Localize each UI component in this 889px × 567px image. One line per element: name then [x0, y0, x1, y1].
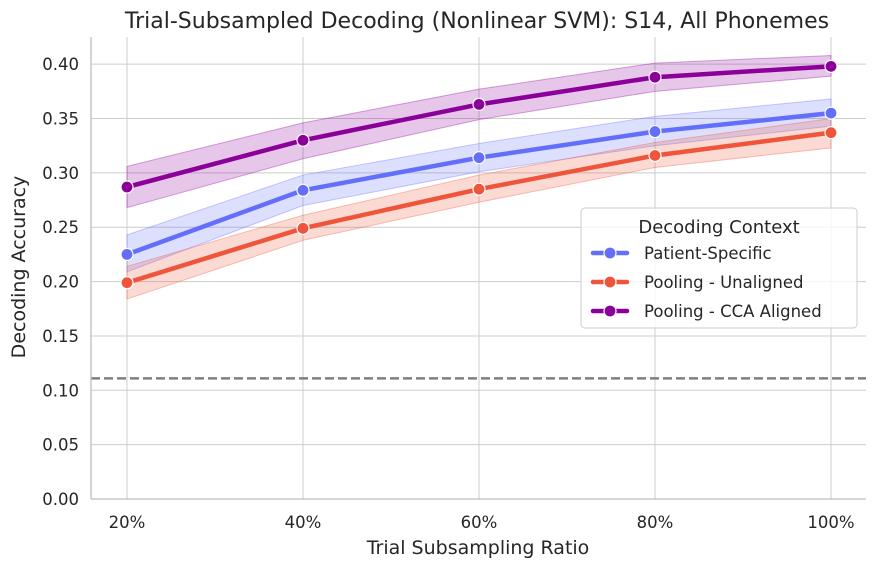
data-point: [120, 180, 134, 194]
x-tick-label: 100%: [807, 513, 854, 532]
y-tick-label: 0.25: [42, 218, 79, 237]
legend-title: Decoding Context: [638, 217, 799, 238]
x-axis-label: Trial Subsampling Ratio: [366, 537, 590, 559]
legend-swatch-marker: [603, 304, 617, 318]
y-tick-label: 0.20: [42, 273, 79, 292]
legend-label: Pooling - Unaligned: [644, 273, 803, 292]
chart-title: Trial-Subsampled Decoding (Nonlinear SVM…: [124, 9, 829, 34]
y-tick-label: 0.10: [42, 381, 79, 400]
x-tick-label: 20%: [109, 513, 146, 532]
legend: Decoding Context Patient-Specific Pooling…: [580, 207, 858, 329]
data-point: [296, 183, 310, 197]
x-tick-label: 60%: [461, 513, 498, 532]
data-point: [648, 124, 662, 139]
data-point: [472, 182, 486, 196]
legend-items: Patient-Specific Pooling - Unaligned Pooli…: [590, 244, 822, 321]
data-point: [824, 106, 838, 120]
confidence-band: [126, 117, 832, 300]
legend-label: Pooling - CCA Aligned: [644, 302, 822, 321]
data-point: [296, 133, 310, 147]
data-point: [648, 70, 662, 84]
y-tick-label: 0.35: [42, 110, 79, 129]
y-axis-label: Decoding Accuracy: [8, 176, 30, 359]
legend-swatch-marker: [603, 275, 617, 289]
data-point: [120, 276, 134, 290]
y-tick-label: 0.15: [42, 327, 79, 346]
x-tick-label: 40%: [285, 513, 322, 532]
data-point: [824, 59, 838, 73]
legend-frame: [580, 207, 858, 329]
y-tick-label: 0.30: [42, 164, 79, 183]
y-tick-label: 0.40: [42, 55, 79, 74]
y-tick-label: 0.00: [42, 490, 79, 509]
legend-swatch-marker: [603, 246, 617, 260]
data-point: [120, 247, 134, 262]
data-point: [824, 126, 838, 140]
series-lines: [120, 59, 838, 290]
data-point: [472, 97, 486, 111]
tick-labels: 0.00 0.05 0.10 0.15 0.20 0.25 0.30 0.35 0.40 20% 4…: [42, 55, 854, 532]
data-point: [472, 151, 486, 165]
x-tick-label: 80%: [637, 513, 674, 532]
data-point: [296, 221, 310, 235]
y-tick-label: 0.05: [42, 436, 79, 455]
legend-label: Patient-Specific: [644, 244, 772, 263]
axes: [90, 37, 866, 500]
data-point: [648, 148, 662, 163]
